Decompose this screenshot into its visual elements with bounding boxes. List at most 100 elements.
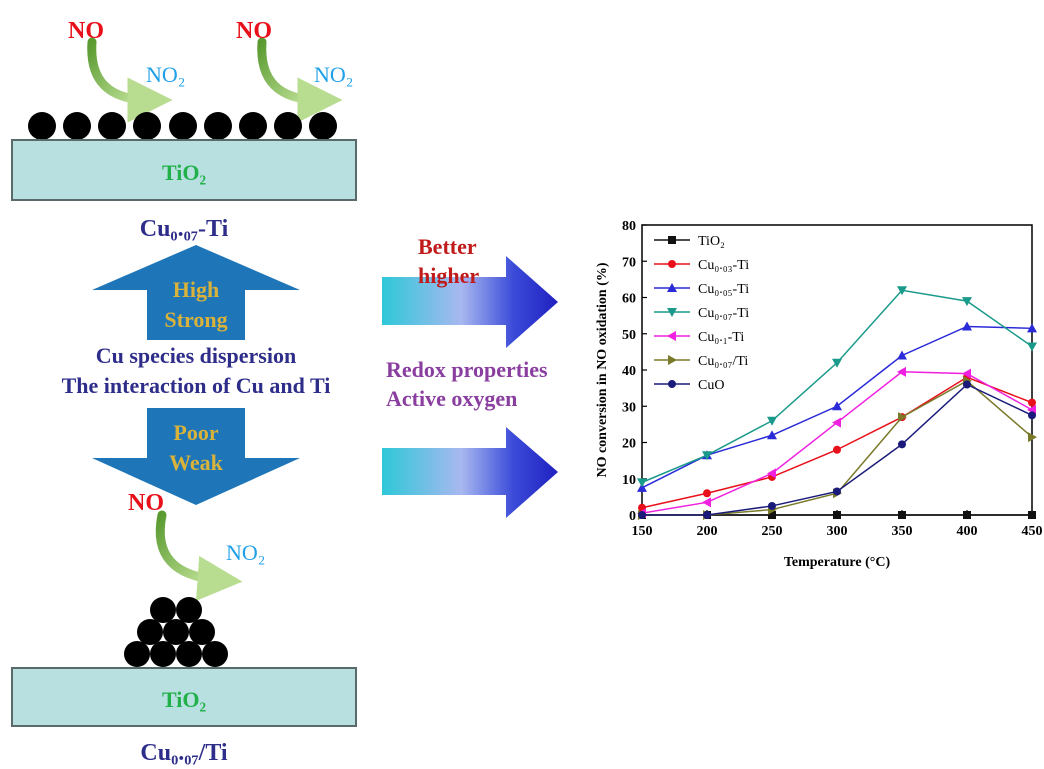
data-point <box>1027 323 1037 333</box>
x-tick-label: 300 <box>827 524 848 539</box>
no-label-top-2: NO <box>236 18 272 44</box>
legend-label: TiO₂ <box>698 234 725 249</box>
legend-label: Cu₀.₀₃-Ti <box>698 258 749 273</box>
no-label-top-1: NO <box>68 18 104 44</box>
chart-legend: TiO₂ Cu₀.₀₃-Ti Cu₀.₀₅-Ti Cu₀.₀₇-Ti Cu₀.₁-Ti C… <box>654 234 749 393</box>
data-point <box>668 380 676 388</box>
no-label-bottom: NO <box>128 490 164 516</box>
bottom-particles-stack <box>124 597 228 667</box>
right-arrows: Better higher Redox properties Active ox… <box>382 234 558 518</box>
data-point <box>897 350 907 360</box>
upper-arrow-line1: Better <box>418 234 477 259</box>
down-arrow: Poor Weak <box>92 408 300 505</box>
data-point <box>833 511 841 519</box>
data-point <box>702 497 711 508</box>
y-tick-label: 60 <box>622 292 636 307</box>
data-point <box>767 416 777 426</box>
data-point <box>768 511 776 519</box>
data-point <box>703 489 711 498</box>
data-point <box>1027 342 1037 352</box>
data-point <box>667 308 677 317</box>
top-catalyst-label: Cu₀.₀₇-Ti <box>140 216 229 242</box>
mid-arrow-line2: Active oxygen <box>386 386 517 411</box>
conversion-chart: 150 200 250 300 350 400 450 0 10 20 30 40 50 60 70 80 T… <box>595 219 1043 570</box>
y-tick-label: 20 <box>622 437 636 452</box>
data-point <box>832 358 842 368</box>
legend-item: TiO₂ <box>654 234 725 249</box>
legend-item: Cu₀.₀₃-Ti <box>654 258 749 273</box>
data-point <box>898 412 907 423</box>
upper-arrow-line2: higher <box>418 263 479 288</box>
chart-xlabel: Temperature (°C) <box>784 555 891 570</box>
legend-item: Cu₀.₀₇/Ti <box>654 354 748 369</box>
data-point <box>1028 398 1036 407</box>
legend-item: Cu₀.₁-Ti <box>654 330 744 345</box>
up-arrow: High Strong <box>92 245 300 340</box>
chart-ylabel: NO conversion in NO oxidation (%) <box>595 262 610 477</box>
data-point <box>637 478 647 488</box>
no2-label-top-1: NO₂ <box>146 62 185 87</box>
down-arrow-line2: Weak <box>169 450 224 475</box>
middle-line2: The interaction of Cu and Ti <box>62 373 331 398</box>
middle-line1: Cu species dispersion <box>96 343 296 368</box>
legend-label: Cu₀.₀₅-Ti <box>698 282 749 297</box>
series-3 <box>637 286 1037 488</box>
upper-right-arrow <box>382 256 558 348</box>
data-point <box>832 417 841 428</box>
top-support-label: TiO₂ <box>162 160 207 185</box>
x-tick-label: 450 <box>1022 524 1043 539</box>
data-point <box>898 511 906 519</box>
bottom-support-label: TiO₂ <box>162 687 207 712</box>
x-tick-label: 200 <box>697 524 718 539</box>
data-point <box>1028 432 1037 443</box>
legend-item: Cu₀.₀₅-Ti <box>654 282 749 297</box>
chart-axes: 150 200 250 300 350 400 450 0 10 20 30 40 50 60 70 80 <box>622 219 1043 539</box>
y-tick-label: 10 <box>622 473 636 488</box>
bottom-curve-arrow <box>155 510 243 601</box>
down-arrow-line1: Poor <box>173 420 218 445</box>
legend-item: CuO <box>654 378 724 393</box>
y-tick-label: 0 <box>629 509 636 524</box>
data-point <box>833 445 841 454</box>
bottom-catalyst-label: Cu₀.₀₇/Ti <box>140 740 228 766</box>
data-point <box>962 321 972 331</box>
data-point <box>668 260 676 268</box>
legend-label: Cu₀.₀₇-Ti <box>698 306 749 321</box>
legend-item: Cu₀.₀₇-Ti <box>654 306 749 321</box>
lower-right-arrow <box>382 427 558 518</box>
mid-arrow-line1: Redox properties <box>386 357 548 382</box>
data-point <box>667 283 677 292</box>
x-tick-label: 350 <box>892 524 913 539</box>
data-point <box>1028 511 1036 519</box>
data-point <box>767 468 776 479</box>
data-point <box>1028 411 1036 420</box>
data-point <box>963 380 971 389</box>
series-4 <box>637 366 1036 519</box>
bottom-tio2-support <box>11 667 357 727</box>
data-point <box>898 440 906 449</box>
data-point <box>638 511 646 519</box>
y-tick-label: 80 <box>622 219 636 234</box>
y-tick-label: 50 <box>622 328 636 343</box>
legend-label: Cu₀.₀₇/Ti <box>698 354 748 369</box>
data-point <box>702 451 712 461</box>
data-point <box>897 366 906 377</box>
series-6 <box>638 380 1036 519</box>
series-2 <box>637 321 1037 492</box>
data-point <box>703 511 711 519</box>
bottom-panel: NO NO₂ TiO₂ Cu₀.₀₇/Ti <box>11 490 357 766</box>
x-tick-label: 150 <box>632 524 653 539</box>
no2-label-top-2: NO₂ <box>314 62 353 87</box>
top-particles <box>28 112 337 140</box>
top-curve-arrow-2 <box>257 37 343 123</box>
no2-label-bottom: NO₂ <box>226 540 265 565</box>
legend-label: Cu₀.₁-Ti <box>698 330 744 345</box>
y-tick-label: 70 <box>622 255 636 270</box>
top-tio2-support <box>11 139 357 201</box>
data-point <box>667 331 676 341</box>
data-point <box>767 430 777 440</box>
legend-label: CuO <box>698 378 724 393</box>
up-arrow-line2: Strong <box>164 307 227 332</box>
up-arrow-line1: High <box>173 277 219 302</box>
